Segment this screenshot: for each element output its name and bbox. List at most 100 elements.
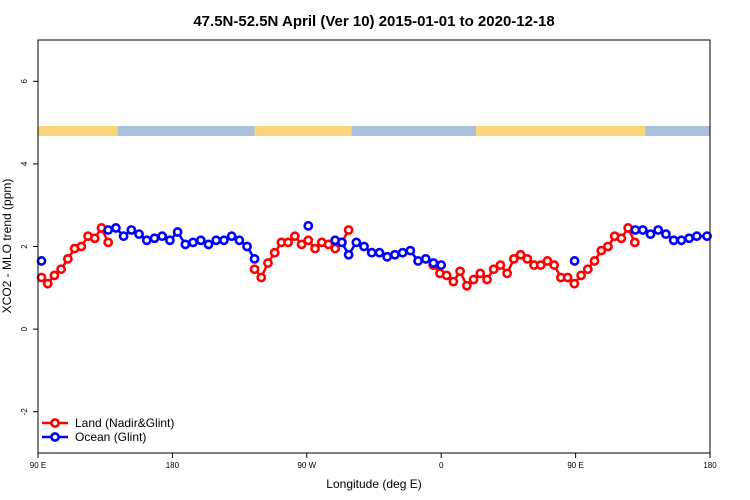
chart-title: 47.5N-52.5N April (Ver 10) 2015-01-01 to… — [193, 13, 554, 30]
data-point — [455, 266, 466, 277]
data-point — [188, 237, 198, 248]
data-point — [603, 241, 613, 252]
data-point — [141, 235, 152, 246]
legend: Land (Nadir&Glint)Ocean (Glint) — [42, 416, 174, 444]
data-point — [549, 260, 560, 270]
x-tick-label: 180 — [703, 461, 717, 470]
data-point — [343, 225, 354, 235]
data-point — [56, 264, 67, 275]
data-point — [441, 270, 452, 281]
data-point — [374, 247, 385, 258]
data-point — [249, 264, 260, 275]
data-point — [263, 258, 273, 268]
data-point — [42, 278, 53, 289]
y-tick-label: 4 — [20, 161, 29, 166]
data-point — [310, 243, 320, 254]
data-point — [582, 264, 593, 275]
legend-label: Land (Nadir&Glint) — [75, 416, 174, 430]
y-axis: -2 0 2 4 6 — [20, 79, 38, 416]
data-point — [269, 247, 280, 258]
strip-segment-land — [38, 126, 118, 136]
data-point — [382, 251, 393, 262]
data-point — [475, 268, 486, 279]
x-tick-label: 90 E — [30, 461, 46, 470]
data-point — [668, 235, 679, 246]
data-point — [691, 231, 702, 242]
data-point — [323, 239, 334, 250]
strip-segment-ocean — [351, 126, 477, 136]
data-point — [589, 256, 600, 266]
data-point — [468, 274, 479, 285]
data-point — [203, 239, 214, 250]
data-point — [495, 260, 506, 270]
legend-marker — [50, 432, 60, 442]
data-point — [413, 256, 423, 266]
legend-marker — [50, 418, 60, 428]
data-point — [436, 260, 447, 270]
data-point — [702, 231, 712, 242]
data-point — [180, 239, 191, 250]
data-point — [195, 235, 206, 246]
data-point — [482, 274, 492, 285]
data-point — [89, 233, 100, 244]
data-point — [283, 237, 294, 248]
data-point — [428, 258, 439, 268]
data-point — [211, 235, 222, 246]
data-point — [535, 260, 546, 270]
data-point — [630, 225, 641, 235]
y-tick-label: 6 — [20, 79, 29, 84]
data-point — [126, 225, 137, 235]
data-point — [366, 247, 377, 258]
y-tick-label: 0 — [20, 326, 29, 331]
data-point — [149, 233, 160, 244]
data-point — [103, 237, 114, 248]
x-axis: 90 E 180 90 W 0 90 E 180 — [30, 453, 717, 470]
data-point — [653, 225, 664, 235]
data-point — [157, 231, 168, 242]
data-point — [111, 223, 121, 233]
plot-series — [36, 220, 712, 291]
y-tick-label: 2 — [20, 244, 29, 249]
data-point — [397, 247, 408, 258]
data-point — [219, 235, 229, 246]
data-point — [242, 241, 252, 252]
land-sea-strip — [38, 126, 710, 136]
data-point — [343, 249, 354, 260]
data-point — [515, 249, 526, 260]
data-point — [36, 272, 47, 283]
data-point — [289, 231, 300, 242]
data-point — [62, 253, 73, 264]
strip-segment-ocean — [645, 126, 710, 136]
data-point — [405, 245, 416, 256]
x-tick-label: 90 W — [297, 461, 316, 470]
legend-label: Ocean (Glint) — [75, 430, 146, 444]
data-point — [226, 231, 237, 242]
data-point — [118, 231, 129, 242]
data-point — [684, 233, 694, 244]
y-tick-label: -2 — [20, 408, 29, 416]
data-point — [576, 270, 586, 281]
x-tick-label: 0 — [439, 461, 444, 470]
data-point — [303, 235, 314, 246]
x-axis-label: Longitude (deg E) — [326, 477, 421, 491]
data-point — [522, 253, 533, 264]
data-point — [359, 241, 369, 252]
data-point — [616, 233, 627, 244]
y-axis-label: XCO2 - MLO trend (ppm) — [0, 179, 14, 314]
data-point — [336, 237, 347, 248]
data-point — [256, 272, 267, 283]
data-point — [103, 225, 114, 235]
data-point — [134, 229, 144, 240]
data-point — [629, 237, 640, 248]
data-point — [676, 235, 687, 246]
data-point — [542, 256, 553, 266]
data-point — [330, 243, 341, 254]
strip-segment-land — [476, 126, 646, 136]
data-point — [36, 256, 47, 266]
strip-segment-ocean — [117, 126, 255, 136]
data-point — [76, 241, 87, 252]
strip-segment-land — [254, 126, 352, 136]
data-point — [303, 220, 314, 231]
data-point — [661, 229, 671, 240]
